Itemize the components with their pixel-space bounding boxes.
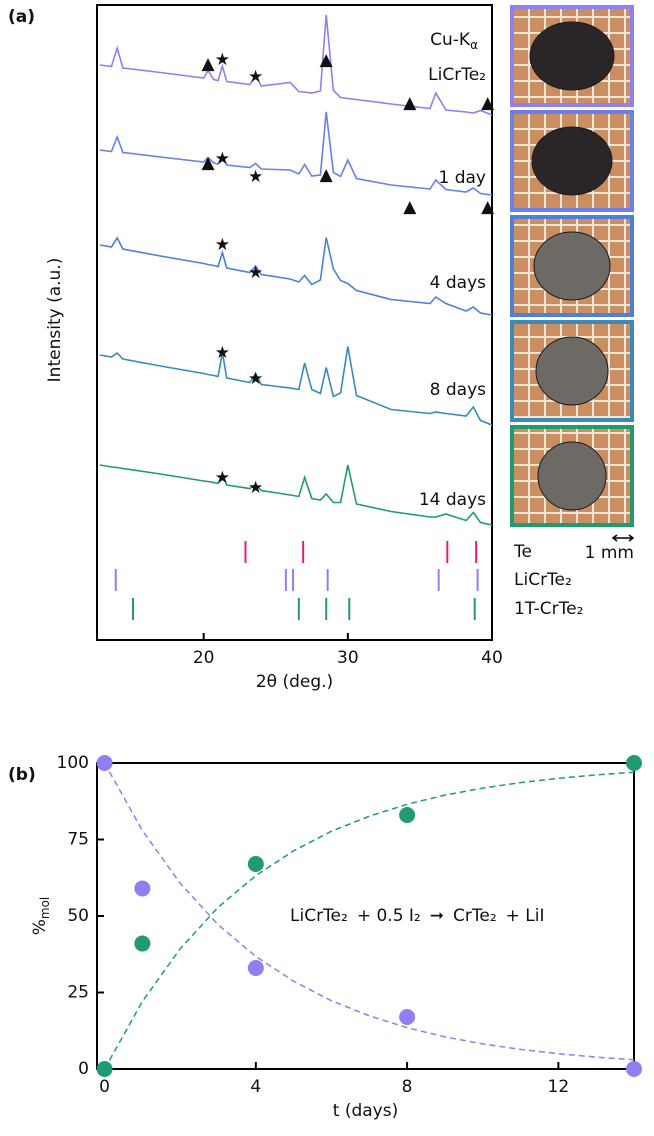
- peak-marker: ★: [248, 369, 263, 389]
- data-point: [134, 935, 151, 952]
- x-tick-label: 12: [548, 1077, 570, 1097]
- peak-marker: ★: [215, 50, 230, 70]
- peak-marker: ★: [248, 67, 263, 87]
- x-tick-label: 0: [99, 1077, 110, 1097]
- peak-marker: ▲: [201, 153, 215, 173]
- equation-part: CrTe₂: [453, 906, 497, 926]
- x-tick-label: 8: [402, 1077, 413, 1097]
- peak-marker: ★: [248, 478, 263, 498]
- peak-marker: ▲: [481, 93, 495, 113]
- pattern-line: [99, 236, 493, 316]
- series-label: 14 days: [419, 490, 486, 510]
- pattern-line: [99, 346, 493, 426]
- series-label: 8 days: [430, 380, 486, 400]
- scale-arrow: [611, 534, 635, 542]
- panel-label: (b): [8, 765, 36, 785]
- y-tick-label: 100: [57, 753, 89, 773]
- crystal: [531, 126, 613, 196]
- peak-marker: ▲: [320, 50, 334, 70]
- peak-marker: ★: [215, 468, 230, 488]
- peak-marker: ▲: [403, 197, 417, 217]
- x-tick-label: 4: [250, 1077, 261, 1097]
- y-tick-label: 50: [67, 906, 89, 926]
- data-point: [134, 880, 151, 897]
- pattern-line: [99, 111, 493, 196]
- data-point: [399, 807, 416, 824]
- panel-label: (a): [8, 7, 35, 27]
- equation-part: + LiI: [506, 906, 545, 926]
- peak-marker: ▲: [403, 93, 417, 113]
- y-axis-label: %mol: [30, 897, 52, 936]
- data-point: [626, 1061, 642, 1077]
- data-point: [96, 755, 113, 771]
- y-axis-label: Intensity (a.u.): [45, 258, 65, 383]
- equation-part: LiCrTe₂: [290, 906, 348, 926]
- peak-marker: ★: [215, 343, 230, 363]
- scale-bar-label: 1 mm: [585, 543, 634, 563]
- crystal: [529, 21, 615, 91]
- y-axis-label-main: %: [30, 919, 50, 935]
- series-label: LiCrTe₂: [428, 65, 486, 85]
- reference-label: Te: [513, 542, 532, 562]
- data-point: [626, 755, 642, 771]
- x-tick-label: 20: [193, 648, 215, 668]
- peak-marker: ★: [215, 235, 230, 255]
- x-axis-label: t (days): [333, 1101, 398, 1121]
- annotation-main: Cu-K: [430, 30, 471, 50]
- annotation: Cu-Kα: [430, 30, 478, 52]
- y-tick-label: 0: [78, 1059, 89, 1079]
- pattern-line: [99, 464, 493, 526]
- peak-marker: ★: [248, 263, 263, 283]
- y-tick-label: 25: [67, 983, 89, 1003]
- peak-marker: ▲: [481, 197, 495, 217]
- plot-frame: [96, 4, 493, 641]
- fit-curve: [103, 762, 635, 1061]
- peak-marker: ▲: [320, 165, 334, 185]
- crystal: [533, 231, 611, 301]
- peak-marker: ▲: [201, 54, 215, 74]
- reference-label: 1T-CrTe₂: [514, 599, 583, 619]
- reference-label: LiCrTe₂: [514, 570, 572, 590]
- peak-marker: ★: [248, 167, 263, 187]
- data-point: [247, 855, 264, 872]
- data-point: [247, 960, 264, 977]
- x-tick-label: 30: [337, 648, 359, 668]
- y-tick-label: 75: [67, 830, 89, 850]
- crystal: [537, 441, 607, 511]
- peak-marker: ★: [215, 149, 230, 169]
- data-point: [96, 1061, 113, 1077]
- series-label: 4 days: [430, 273, 486, 293]
- fit-curve: [103, 771, 635, 1070]
- crystal: [535, 336, 609, 406]
- y-axis-label-sub: mol: [38, 897, 52, 919]
- equation-part: ➞: [430, 906, 444, 926]
- pattern-line: [99, 14, 493, 116]
- x-tick-label: 40: [481, 648, 503, 668]
- series-label: 1 day: [439, 168, 487, 188]
- data-point: [399, 1008, 416, 1025]
- annotation-sub: α: [470, 38, 478, 52]
- equation-part: + 0.5 I₂: [357, 906, 421, 926]
- x-axis-label: 2θ (deg.): [256, 672, 333, 692]
